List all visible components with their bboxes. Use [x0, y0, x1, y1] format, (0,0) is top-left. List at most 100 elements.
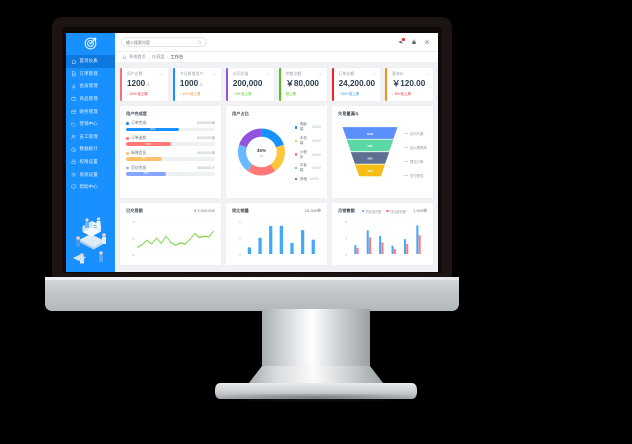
- bar[interactable]: [247, 247, 252, 254]
- bar[interactable]: [391, 245, 394, 254]
- donut-segment[interactable]: [261, 128, 284, 148]
- breadcrumb-item[interactable]: 系统首页: [129, 54, 146, 59]
- bar[interactable]: [366, 230, 369, 254]
- sidebar-item-staff[interactable]: 员工管理: [66, 131, 115, 144]
- sidebar-item-finance[interactable]: 财务管理: [66, 105, 115, 118]
- kpi-title: 销售总额: [285, 72, 302, 76]
- kpi-card[interactable]: 订单金额 24,200.00 ↑ 20% 较上周: [331, 68, 381, 101]
- kpi-delta: ↑ 12% 较上周: [127, 91, 148, 96]
- progress-label: 订单完成: [131, 121, 147, 125]
- donut-segment[interactable]: [239, 128, 262, 148]
- bar[interactable]: [381, 242, 384, 254]
- panel-total: ￥3,900,639: [193, 208, 215, 213]
- bar[interactable]: [406, 244, 409, 254]
- sidebar-item-dashboard[interactable]: 首页仪表: [66, 55, 115, 68]
- sidebar-item-settings[interactable]: 系统设置: [66, 168, 115, 181]
- sidebar-item-members[interactable]: 会员管理: [66, 80, 115, 93]
- lock-button[interactable]: [411, 39, 417, 45]
- search-input[interactable]: [126, 39, 194, 45]
- pie-chart-icon: [71, 147, 77, 152]
- settings-button[interactable]: [424, 39, 430, 45]
- progress-label: 新增会员: [131, 150, 147, 155]
- sidebar-item-label: 员工管理: [79, 133, 98, 139]
- bar[interactable]: [290, 243, 294, 254]
- bar[interactable]: [393, 249, 396, 254]
- kpi-delta: ↓ 5% 较上周: [392, 91, 411, 96]
- legend-item[interactable]: 电脑端 10000: [294, 122, 321, 132]
- search-icon[interactable]: [197, 40, 202, 45]
- sidebar-item-marketing[interactable]: 营销中心: [66, 118, 115, 131]
- legend-label: 手机端: [299, 135, 307, 145]
- tag-icon: [71, 122, 77, 128]
- funnel-segment-value: 6000: [367, 159, 373, 161]
- target-bullseye-icon: [84, 37, 97, 49]
- donut-segment[interactable]: [247, 164, 276, 176]
- question-circle-icon[interactable]: [266, 72, 270, 77]
- home-icon: [71, 59, 76, 64]
- breadcrumb-item-current: 工作台: [170, 54, 184, 59]
- kpi-value: 1000人: [179, 79, 204, 88]
- bar[interactable]: [354, 245, 357, 254]
- lock-icon: [412, 39, 416, 44]
- sidebar-item-products[interactable]: 商品管理: [66, 93, 115, 106]
- legend-label: 其他: [299, 176, 308, 181]
- kpi-card-row: 用户总数 1200人 ↑ 12% 较上周 今日新增用户 1000人: [120, 68, 433, 101]
- legend-item[interactable]: 环比增长额: [386, 209, 406, 214]
- kpi-value: ￥80,000: [285, 79, 319, 88]
- briefcase-icon: [71, 97, 77, 102]
- kpi-card[interactable]: 访问总量 200,000 ↑ 8% 较上周: [225, 68, 274, 101]
- question-circle-icon[interactable]: [372, 72, 376, 77]
- dual-bar-chart: 600 400 200: [345, 220, 427, 258]
- question-circle-icon[interactable]: [160, 72, 164, 77]
- funnel-segment[interactable]: [350, 152, 390, 164]
- bar[interactable]: [279, 225, 283, 254]
- funnel-segment[interactable]: [354, 164, 386, 177]
- legend-label: 小程序: [299, 149, 307, 159]
- legend-item[interactable]: 小程序 10000: [294, 149, 321, 160]
- kpi-card[interactable]: 今日新增用户 1000人 ↑ 10% 较上周: [172, 68, 221, 101]
- kpi-card[interactable]: 销售总额 ￥80,000 较上周: [278, 68, 327, 101]
- question-circle-icon[interactable]: [213, 72, 217, 77]
- bar[interactable]: [418, 235, 421, 254]
- bar[interactable]: [379, 235, 382, 254]
- funnel-segment[interactable]: [342, 127, 398, 139]
- question-circle-icon[interactable]: [425, 72, 429, 77]
- search-box[interactable]: [121, 37, 207, 47]
- progress-row: 订单退款 500/1000单 50%: [126, 136, 215, 146]
- donut-segment[interactable]: [270, 144, 285, 172]
- bar[interactable]: [403, 239, 406, 254]
- axis-tick-label: 2000: [132, 238, 135, 241]
- bar[interactable]: [416, 225, 419, 254]
- bar[interactable]: [301, 230, 305, 254]
- app-logo[interactable]: [66, 33, 115, 53]
- bar[interactable]: [269, 226, 273, 254]
- legend-label: 电脑端: [299, 122, 307, 132]
- progress-track: 50%: [126, 142, 215, 146]
- funnel-segment[interactable]: [346, 139, 394, 152]
- bar[interactable]: [369, 237, 372, 255]
- bar[interactable]: [311, 239, 315, 254]
- sidebar-item-statistics[interactable]: 数据统计: [66, 143, 115, 156]
- legend-item[interactable]: 手机端 10000: [294, 135, 321, 146]
- sidebar-item-permissions[interactable]: 权限设置: [66, 156, 115, 169]
- progress-percent: 60%: [150, 127, 156, 131]
- question-circle-icon[interactable]: [319, 72, 323, 77]
- bar[interactable]: [258, 237, 262, 254]
- legend-item[interactable]: 平板端 10000: [294, 163, 321, 173]
- gear-icon: [424, 39, 430, 45]
- axis-tick-label: 400: [345, 238, 347, 241]
- sidebar-item-help[interactable]: 帮助中心: [66, 181, 115, 194]
- donut-center-label: 占比: [259, 154, 263, 158]
- kpi-card[interactable]: 客单价 ￥120.00 ↓ 5% 较上周: [385, 68, 433, 101]
- sidebar-item-orders[interactable]: 订单管理: [66, 68, 115, 81]
- notification-button[interactable]: [398, 37, 406, 45]
- bar[interactable]: [356, 247, 359, 254]
- legend-item[interactable]: 同比增长额: [361, 209, 381, 214]
- donut-segment[interactable]: [237, 144, 253, 172]
- legend-item[interactable]: 其他 10000: [294, 176, 321, 182]
- monitor-chin: [45, 277, 459, 311]
- kpi-card[interactable]: 用户总数 1200人 ↑ 12% 较上周: [120, 68, 168, 101]
- legend-label: 环比增长额: [390, 209, 406, 214]
- kpi-delta: 较上周: [285, 91, 296, 96]
- breadcrumb-item[interactable]: 仪表盘: [151, 54, 165, 59]
